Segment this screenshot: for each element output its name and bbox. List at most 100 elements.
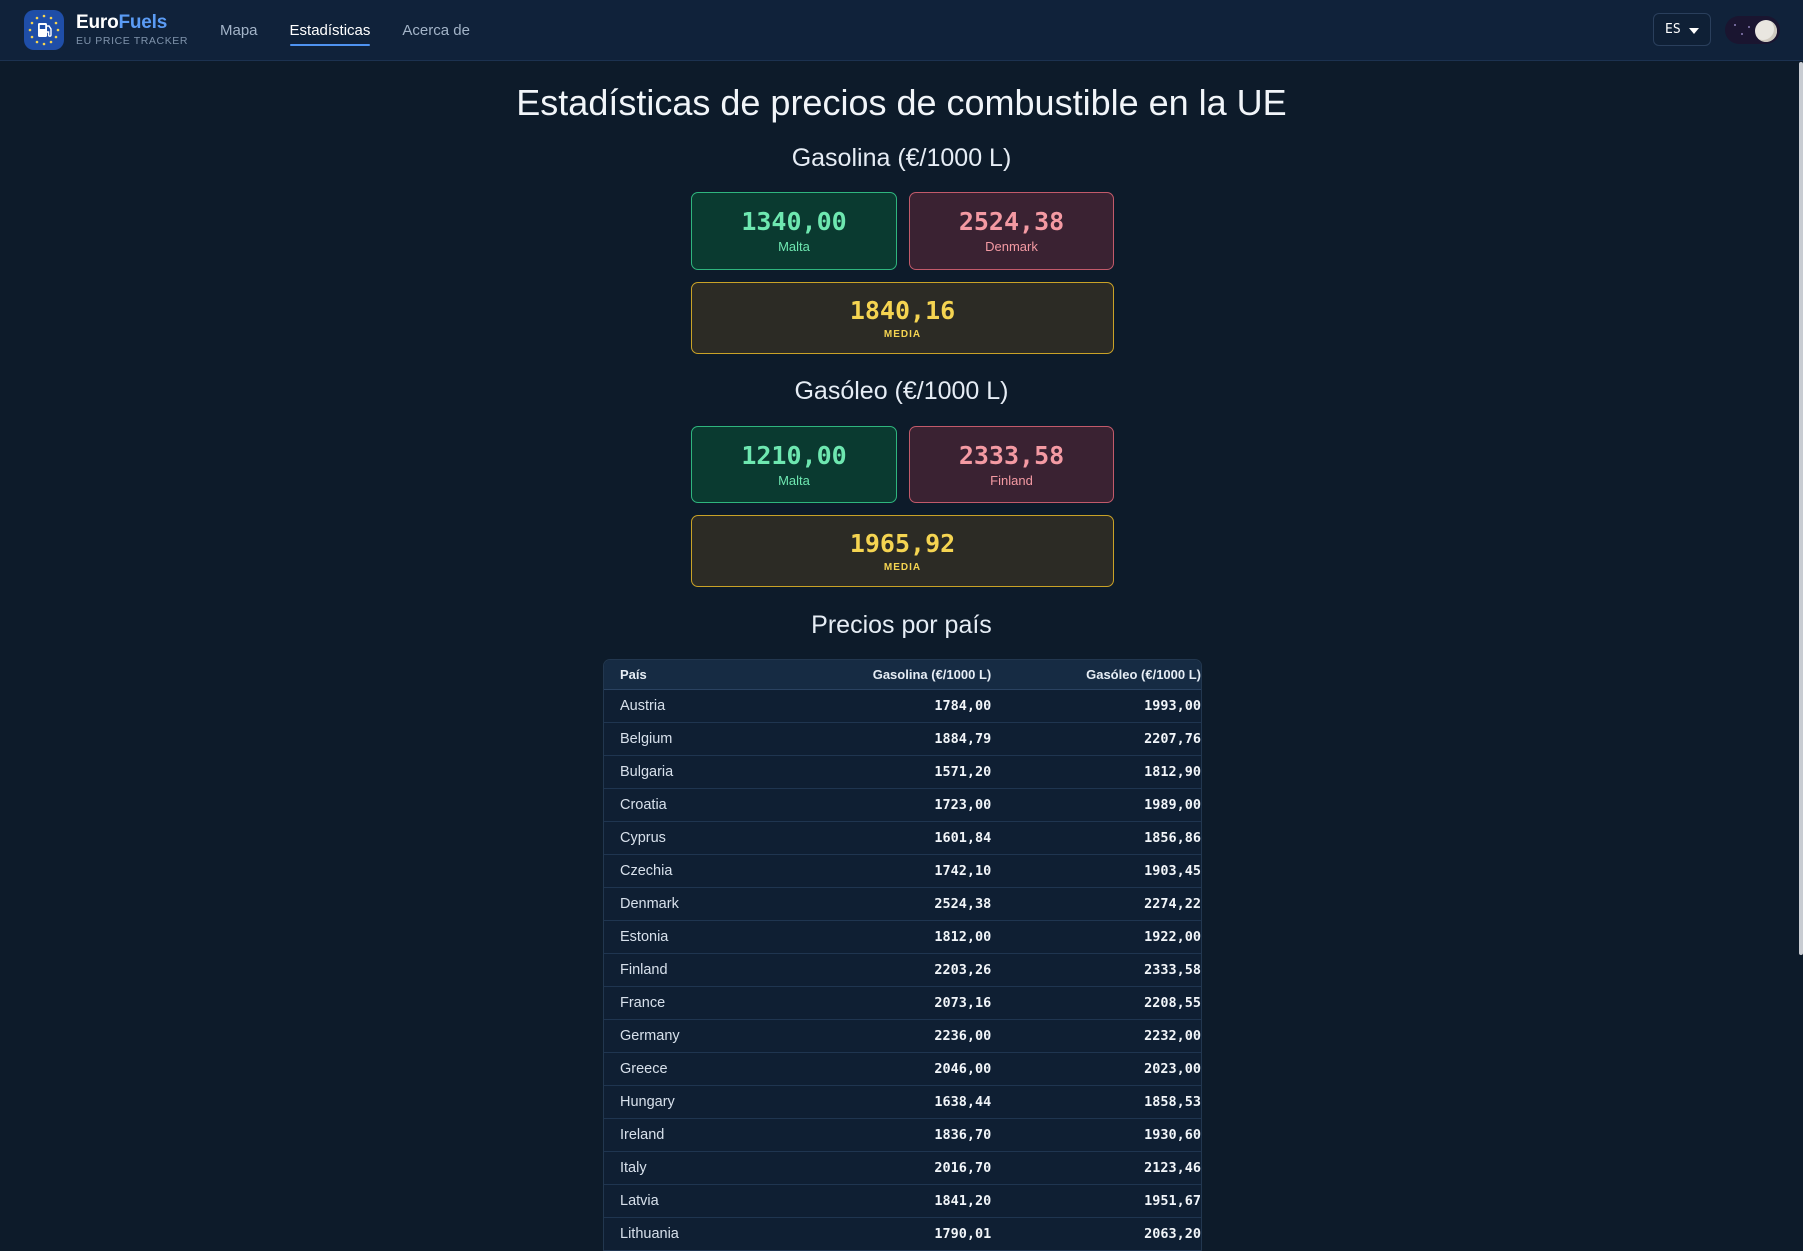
row-petrol-price: 2236,00 [934,1028,992,1044]
row-diesel-price: 1903,45 [1144,863,1201,879]
table-body: Austria 1784,00 1993,00 Belgium 1884,79 2207,… [604,690,1201,1251]
row-petrol-price: 1601,84 [934,830,992,846]
logo[interactable] [24,10,64,50]
row-country: Hungary [620,1094,675,1110]
table-section-title: Precios por país [811,611,992,639]
row-diesel-price: 1858,53 [1144,1094,1201,1110]
row-country: Estonia [620,929,669,945]
row-diesel-price: 2232,00 [1144,1028,1201,1044]
moon-icon [1755,20,1777,42]
table-row: Belgium 1884,79 2207,76 [604,723,1201,756]
diesel-max-value: 2333,58 [958,440,1065,470]
diesel-min-value: 1210,00 [741,440,847,470]
row-country: Ireland [620,1127,665,1143]
brand[interactable]: EuroFuels EU PRICE TRACKER [76,12,188,47]
row-diesel-price: 2207,76 [1144,731,1201,747]
diesel-avg-label: MEDIA [883,561,922,573]
diesel-avg-card: 1965,92 MEDIA [691,515,1114,587]
theme-toggle[interactable] [1725,16,1780,44]
brand-name-part1: Euro [76,12,119,33]
row-petrol-price: 1638,44 [934,1094,992,1110]
row-diesel-price: 1989,00 [1144,797,1201,813]
row-country: Austria [620,698,666,714]
table-row: Germany 2236,00 2232,00 [604,1020,1201,1053]
nav-statistics[interactable]: Estadísticas [289,0,370,61]
row-country: Finland [620,962,668,978]
prices-table: País Gasolina (€/1000 L) Gasóleo (€/1000… [603,659,1202,1251]
header-diesel[interactable]: Gasóleo (€/1000 L) [1086,667,1201,682]
row-diesel-price: 1856,86 [1144,830,1201,846]
petrol-avg-label: MEDIA [883,328,922,340]
petrol-max-value: 2524,38 [958,207,1065,236]
petrol-min-card: 1340,00 Malta [691,192,897,270]
row-country: Denmark [620,896,679,912]
fuel-pump-icon [28,14,60,46]
table-row: Estonia 1812,00 1922,00 [604,921,1201,954]
nav-about[interactable]: Acerca de [402,22,470,39]
table-row: Greece 2046,00 2023,00 [604,1053,1201,1086]
top-navbar: EuroFuels EU PRICE TRACKER Mapa Estadíst… [0,0,1803,61]
table-row: Finland 2203,26 2333,58 [604,954,1201,987]
row-petrol-price: 2073,16 [934,995,992,1011]
row-diesel-price: 2333,58 [1144,962,1201,978]
row-country: Croatia [620,797,667,813]
petrol-avg-card: 1840,16 MEDIA [691,282,1114,354]
brand-name-part2: Fuels [118,12,168,33]
row-petrol-price: 1784,00 [934,698,992,714]
row-petrol-price: 1571,20 [934,764,992,780]
row-country: Czechia [620,863,673,879]
row-petrol-price: 2524,38 [934,896,992,912]
row-diesel-price: 2274,22 [1144,896,1201,912]
row-diesel-price: 2063,20 [1144,1226,1201,1242]
row-petrol-price: 1841,20 [934,1193,992,1209]
table-row: Czechia 1742,10 1903,45 [604,855,1201,888]
table-row: Cyprus 1601,84 1856,86 [604,822,1201,855]
chevron-down-icon [1688,27,1699,34]
table-row: Italy 2016,70 2123,46 [604,1152,1201,1185]
row-diesel-price: 2208,55 [1144,995,1201,1011]
petrol-avg-value: 1840,16 [849,295,956,325]
scrollbar[interactable] [1799,62,1803,955]
row-diesel-price: 1993,00 [1144,698,1201,714]
row-diesel-price: 2123,46 [1144,1160,1201,1176]
row-diesel-price: 1922,00 [1144,929,1201,945]
diesel-min-card: 1210,00 Malta [691,426,897,503]
table-row: Latvia 1841,20 1951,67 [604,1185,1201,1218]
header-country[interactable]: País [620,667,647,682]
row-petrol-price: 1836,70 [934,1127,992,1143]
row-country: France [620,995,666,1011]
petrol-max-card: 2524,38 Denmark [909,192,1114,270]
star-icon [1734,24,1736,26]
row-country: Belgium [620,731,673,747]
table-row: Austria 1784,00 1993,00 [604,690,1201,723]
row-petrol-price: 1884,79 [934,731,992,747]
diesel-max-country: Finland [990,472,1033,488]
language-value: ES [1665,22,1681,37]
diesel-min-country: Malta [778,472,810,488]
page-title: Estadísticas de precios de combustible e… [516,82,1287,123]
table-row: Lithuania 1790,01 2063,20 [604,1218,1201,1251]
nav-map[interactable]: Mapa [220,22,258,39]
table-row: Bulgaria 1571,20 1812,90 [604,756,1201,789]
table-row: Denmark 2524,38 2274,22 [604,888,1201,921]
row-diesel-price: 2023,00 [1144,1061,1201,1077]
header-petrol[interactable]: Gasolina (€/1000 L) [872,667,992,682]
petrol-section-title: Gasolina (€/1000 L) [791,144,1012,172]
row-country: Bulgaria [620,764,674,780]
row-diesel-price: 1930,60 [1144,1127,1201,1143]
row-petrol-price: 2046,00 [934,1061,992,1077]
diesel-section-title: Gasóleo (€/1000 L) [794,377,1009,405]
diesel-avg-value: 1965,92 [849,528,956,558]
row-petrol-price: 2203,26 [934,962,992,978]
row-petrol-price: 1742,10 [934,863,992,879]
table-row: Ireland 1836,70 1930,60 [604,1119,1201,1152]
row-country: Germany [620,1028,680,1044]
petrol-max-country: Denmark [985,239,1038,254]
star-icon [1741,33,1743,35]
language-select[interactable]: ES [1653,13,1711,46]
row-petrol-price: 1812,00 [934,929,992,945]
brand-name: EuroFuels [76,12,188,34]
row-petrol-price: 2016,70 [934,1160,992,1176]
row-country: Greece [620,1061,668,1077]
table-row: France 2073,16 2208,55 [604,987,1201,1020]
